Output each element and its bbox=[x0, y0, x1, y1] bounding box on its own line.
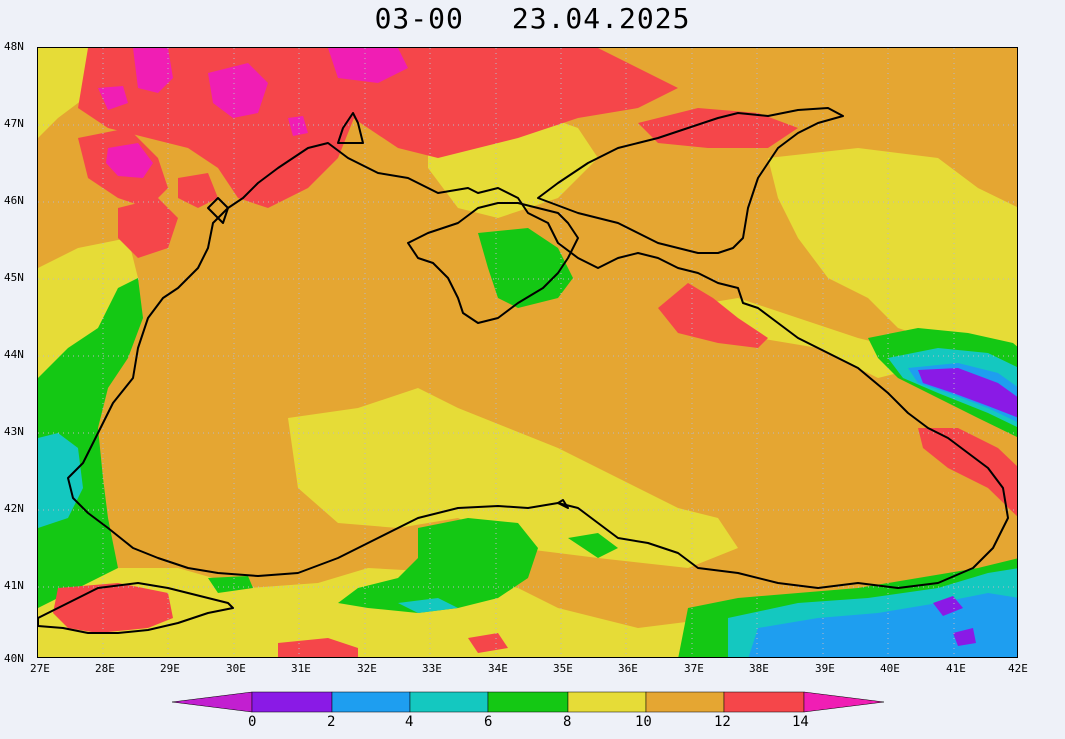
coastline bbox=[38, 107, 1009, 634]
lon-label-37: 37E bbox=[684, 662, 704, 675]
lon-label-36: 36E bbox=[618, 662, 638, 675]
lon-label-42: 42E bbox=[1008, 662, 1028, 675]
lon-label-27: 27E bbox=[30, 662, 50, 675]
colorbar-swatch-12-14 bbox=[723, 691, 805, 713]
lon-label-35: 35E bbox=[553, 662, 573, 675]
lon-label-41: 41E bbox=[946, 662, 966, 675]
colorbar-swatch-10-12 bbox=[645, 691, 725, 713]
lat-label-41: 41N bbox=[4, 579, 24, 592]
colorbar-label-14: 14 bbox=[792, 714, 809, 730]
colorbar-swatch-2-4 bbox=[331, 691, 411, 713]
colorbar-label-6: 6 bbox=[484, 714, 493, 730]
colorbar-label-10: 10 bbox=[635, 714, 652, 730]
lon-label-40: 40E bbox=[880, 662, 900, 675]
map-field bbox=[38, 48, 1017, 657]
lat-label-40: 40N bbox=[4, 652, 24, 665]
lon-label-32: 32E bbox=[357, 662, 377, 675]
lat-label-47: 47N bbox=[4, 117, 24, 130]
map-title: 03-00 23.04.2025 bbox=[0, 2, 1065, 35]
colorbar-swatch-8-10 bbox=[567, 691, 647, 713]
colorbar-arrow-high bbox=[803, 691, 884, 713]
band-0-2 bbox=[918, 368, 1017, 646]
lon-label-31: 31E bbox=[291, 662, 311, 675]
lat-label-45: 45N bbox=[4, 271, 24, 284]
lon-label-33: 33E bbox=[422, 662, 442, 675]
lon-label-39: 39E bbox=[815, 662, 835, 675]
colorbar-arrow-low bbox=[172, 691, 253, 713]
map-area bbox=[37, 47, 1018, 658]
colorbar bbox=[172, 691, 884, 713]
grid-lines bbox=[38, 48, 1017, 657]
lat-label-48: 48N bbox=[4, 40, 24, 53]
lat-label-46: 46N bbox=[4, 194, 24, 207]
forecast-time: 03-00 bbox=[374, 2, 464, 35]
lat-label-44: 44N bbox=[4, 348, 24, 361]
lon-label-28: 28E bbox=[95, 662, 115, 675]
lon-label-29: 29E bbox=[160, 662, 180, 675]
colorbar-label-12: 12 bbox=[714, 714, 731, 730]
lon-label-30: 30E bbox=[226, 662, 246, 675]
band-14-plus bbox=[98, 48, 408, 178]
colorbar-label-8: 8 bbox=[563, 714, 572, 730]
colorbar-swatch-0-2 bbox=[251, 691, 333, 713]
lat-label-43: 43N bbox=[4, 425, 24, 438]
colorbar-label-2: 2 bbox=[327, 714, 336, 730]
lon-label-34: 34E bbox=[488, 662, 508, 675]
lat-label-42: 42N bbox=[4, 502, 24, 515]
colorbar-label-4: 4 bbox=[405, 714, 414, 730]
forecast-date: 23.04.2025 bbox=[511, 2, 691, 35]
colorbar-swatch-6-8 bbox=[487, 691, 569, 713]
colorbar-label-0: 0 bbox=[248, 714, 257, 730]
colorbar-swatch-4-6 bbox=[409, 691, 489, 713]
lon-label-38: 38E bbox=[749, 662, 769, 675]
